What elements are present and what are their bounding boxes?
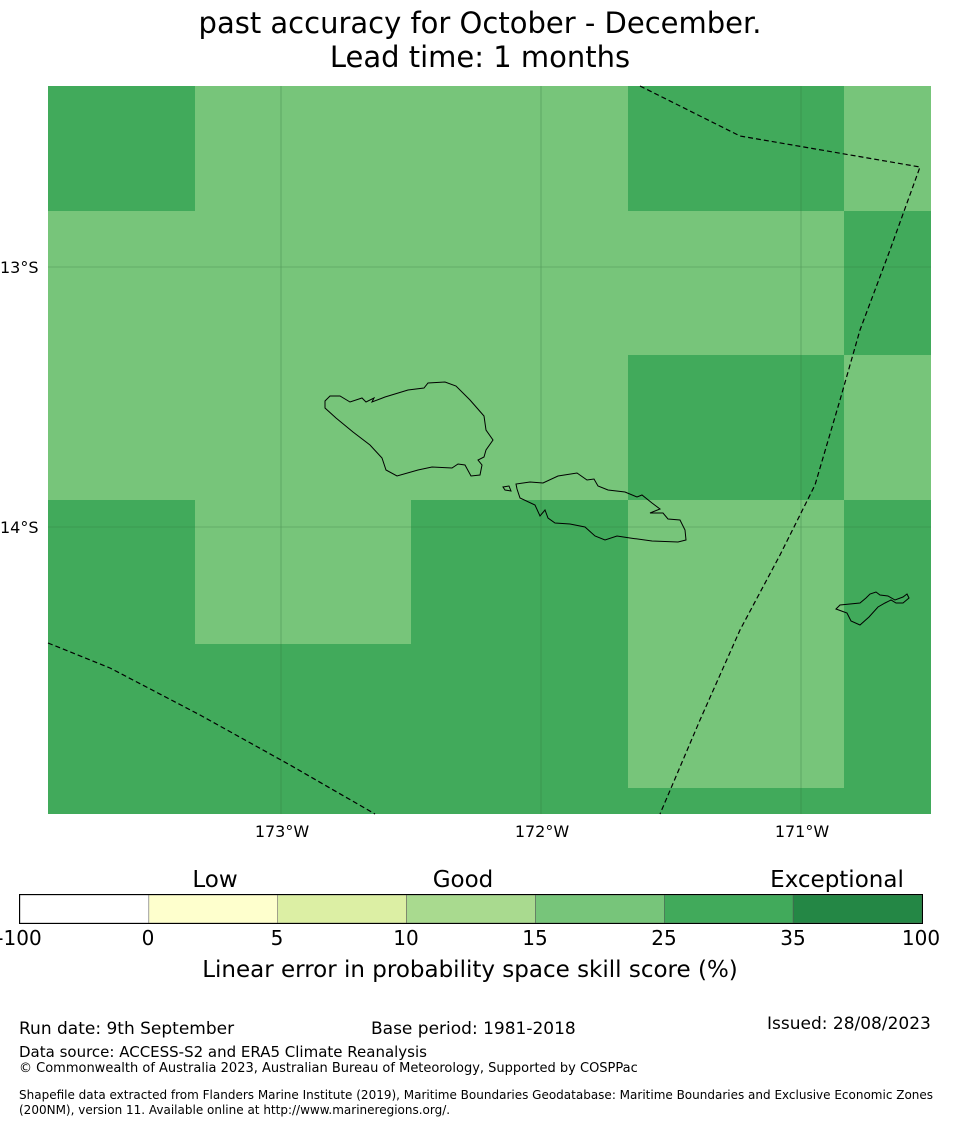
upolu-island <box>515 472 687 543</box>
colorbar-tick: 25 <box>651 926 677 950</box>
colorbar-category-good: Good <box>432 867 494 893</box>
lat-label-13s: 13°S <box>0 258 39 277</box>
colorbar-tick: -100 <box>0 926 42 950</box>
colorbar-swatch <box>148 894 278 924</box>
shapefile-credit-line-1: Shapefile data extracted from Flanders M… <box>19 1088 934 1102</box>
grid-cell <box>844 211 931 355</box>
grid-cell <box>411 500 628 814</box>
savaii-island <box>324 381 494 477</box>
skill-grid <box>48 86 931 814</box>
colorbar-category-low: Low <box>192 867 238 893</box>
grid-cell <box>195 644 411 814</box>
colorbar <box>19 894 923 924</box>
issued-date: Issued: 28/08/2023 <box>767 1014 931 1034</box>
copyright: © Commonwealth of Australia 2023, Austra… <box>19 1061 638 1076</box>
manono-islet <box>502 485 512 492</box>
shapefile-credit-line-2: (200NM), version 11. Available online at… <box>19 1103 451 1117</box>
data-source: Data source: ACCESS-S2 and ERA5 Climate … <box>19 1043 427 1061</box>
grid-cell <box>48 500 195 814</box>
colorbar-swatch <box>277 894 407 924</box>
run-date: Run date: 9th September <box>19 1019 235 1039</box>
grid-cell <box>844 500 931 814</box>
grid-cell <box>48 86 195 211</box>
colorbar-tick: 100 <box>901 926 941 950</box>
colorbar-swatch <box>792 894 923 924</box>
map-title-line-1: past accuracy for October - December. <box>198 6 762 40</box>
colorbar-label: Linear error in probability space skill … <box>202 957 738 983</box>
tutuila-island <box>835 591 910 626</box>
colorbar-tick: 15 <box>522 926 548 950</box>
colorbar-swatch <box>19 894 150 924</box>
lon-label-173w: 173°W <box>254 822 310 841</box>
grid-cell <box>628 86 844 211</box>
colorbar-swatch <box>535 894 665 924</box>
coastlines <box>324 381 910 626</box>
colorbar-category-exceptional: Exceptional <box>770 867 904 893</box>
colorbar-swatch <box>406 894 536 924</box>
eez-boundaries <box>47 85 921 815</box>
map-title-line-2: Lead time: 1 months <box>329 40 631 74</box>
colorbar-tick: 5 <box>270 926 284 950</box>
colorbar-tick: 35 <box>780 926 806 950</box>
grid-cell <box>628 355 844 500</box>
base-period: Base period: 1981-2018 <box>371 1019 576 1039</box>
colorbar-tick: 10 <box>393 926 419 950</box>
graticule <box>48 86 931 814</box>
lat-label-14s: 14°S <box>0 518 39 537</box>
colorbar-tick: 0 <box>141 926 155 950</box>
map-plot <box>47 85 931 815</box>
lon-label-171w: 171°W <box>774 822 830 841</box>
lon-label-172w: 172°W <box>514 822 570 841</box>
grid-cell <box>628 788 844 814</box>
colorbar-swatch <box>664 894 794 924</box>
